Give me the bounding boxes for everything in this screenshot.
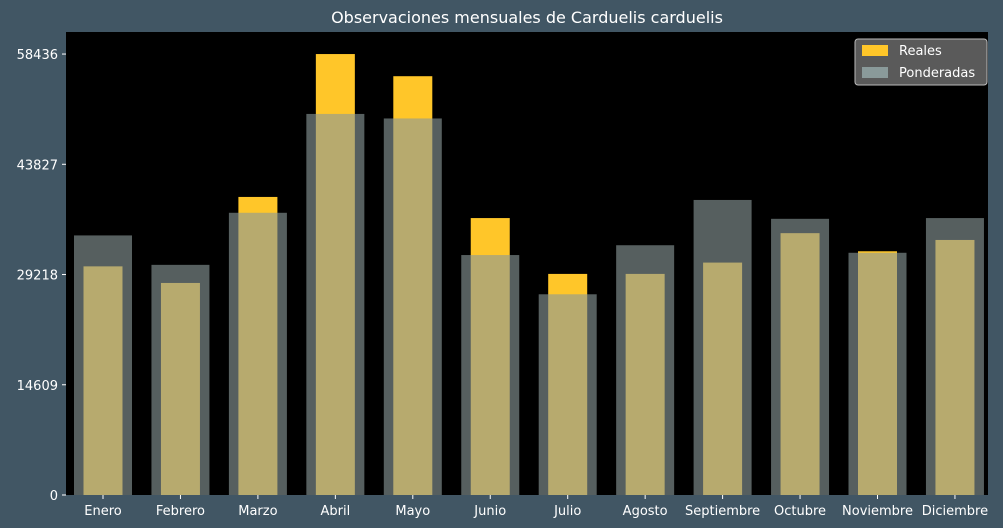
x-tick-label: Octubre (774, 504, 826, 519)
x-tick-label: Febrero (156, 504, 205, 519)
legend-swatch-reales (862, 45, 888, 56)
bar-ponderadas-junio (461, 255, 520, 495)
bar-ponderadas-agosto (616, 245, 675, 495)
y-axis: 0 14609 29218 43827 58436 (17, 48, 66, 504)
y-tick-label: 43827 (17, 158, 58, 173)
bar-ponderadas-octubre (771, 218, 830, 495)
legend-label-reales: Reales (899, 44, 942, 59)
bar-ponderadas-mayo (383, 118, 442, 496)
legend-label-ponderadas: Ponderadas (899, 66, 975, 81)
weighted-bars (74, 113, 984, 496)
bar-ponderadas-julio (538, 294, 597, 495)
x-tick-label: Marzo (238, 504, 277, 519)
legend: Reales Ponderadas (854, 38, 988, 86)
x-tick-label: Abril (320, 504, 350, 519)
x-tick-label: Julio (553, 504, 581, 519)
bar-ponderadas-febrero (151, 264, 210, 495)
plot-area (66, 32, 988, 495)
legend-swatch-ponderadas (862, 67, 888, 78)
x-tick-label: Mayo (395, 504, 430, 519)
x-tick-label: Enero (84, 504, 122, 519)
x-tick-label: Agosto (623, 504, 668, 519)
bar-ponderadas-septiembre (693, 199, 752, 495)
chart-title: Observaciones mensuales de Carduelis car… (331, 8, 723, 27)
y-tick-label: 14609 (17, 379, 58, 394)
bar-ponderadas-diciembre (925, 218, 984, 495)
y-tick-label: 0 (50, 489, 58, 504)
bar-ponderadas-abril (306, 113, 365, 496)
x-tick-label: Junio (473, 504, 506, 519)
bar-ponderadas-marzo (228, 212, 287, 495)
y-tick-label: 58436 (17, 48, 58, 63)
bar-ponderadas-noviembre (848, 252, 907, 495)
bar-ponderadas-enero (74, 235, 132, 495)
x-tick-label: Noviembre (842, 504, 913, 519)
x-tick-label: Diciembre (922, 504, 988, 519)
x-axis: Enero Febrero Marzo Abril Mayo Junio Julio Agos… (84, 495, 988, 519)
y-tick-label: 29218 (17, 269, 58, 284)
x-tick-label: Septiembre (685, 504, 760, 519)
